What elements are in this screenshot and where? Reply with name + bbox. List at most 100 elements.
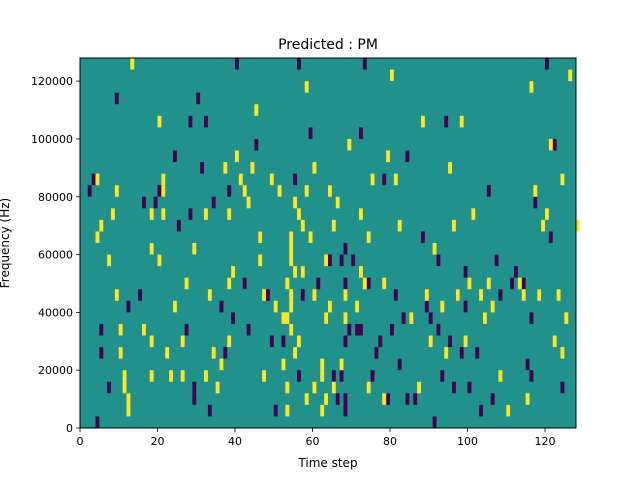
chart-title: Predicted : PM (278, 37, 378, 53)
heatmap-cell-low (196, 92, 201, 105)
heatmap-cell-high (506, 404, 511, 417)
heatmap-cell-low (293, 173, 298, 186)
heatmap-cell-low (235, 58, 239, 70)
heatmap-cell-high (227, 335, 232, 348)
heatmap-cell-low (355, 323, 360, 336)
heatmap-cell-high (521, 289, 526, 301)
heatmap-cell-high (432, 243, 437, 255)
y-tick-label: 120000 (31, 75, 73, 88)
heatmap-cell-high (149, 335, 154, 348)
heatmap-cell-high (448, 162, 453, 174)
heatmap-cell-low (390, 323, 394, 336)
heatmap-cell-low (153, 196, 158, 209)
heatmap-cell-high (231, 266, 236, 278)
heatmap-cell-low (331, 370, 336, 382)
heatmap-cell-high (517, 277, 522, 290)
heatmap-cell-high (184, 277, 189, 290)
heatmap-cell-high (541, 219, 546, 232)
heatmap-cell-high (463, 335, 468, 348)
heatmap-cell-high (479, 289, 484, 301)
heatmap-cell-low (204, 115, 208, 128)
heatmap-cell-low (405, 150, 410, 163)
heatmap-cell-low (207, 404, 212, 417)
heatmap-cell-low (475, 347, 480, 359)
heatmap-cell-high (529, 81, 534, 93)
x-axis-label: Time step (297, 456, 357, 470)
y-axis: 0 20000 40000 60000 80000 100000 120000 (31, 75, 80, 435)
heatmap-cell-high (169, 370, 174, 382)
heatmap-cell-low (188, 208, 193, 220)
heatmap-cell-high (122, 370, 127, 382)
heatmap-cell-high (552, 335, 557, 348)
heatmap-cell-low (413, 393, 418, 405)
heatmap-cell-high (459, 115, 464, 128)
heatmap-cell-low (436, 254, 441, 267)
heatmap-cell-high (347, 138, 352, 151)
heatmap-cell-low (397, 358, 402, 371)
heatmap-cell-high (142, 323, 146, 336)
heatmap-cell-high (304, 185, 309, 197)
heatmap-cell-high (277, 185, 282, 197)
heatmap-cell-high (455, 289, 460, 301)
heatmap-cell-low (343, 243, 348, 255)
heatmap-cell-low (362, 58, 367, 70)
heatmap-cell-high (114, 289, 119, 301)
x-tick-label: 80 (383, 435, 397, 448)
heatmap-cell-high (545, 208, 549, 220)
heatmap-cell-high (149, 243, 154, 255)
heatmap-cell-low (436, 323, 441, 336)
heatmap-cell-high (246, 196, 251, 209)
heatmap-cell-high (440, 300, 445, 313)
heatmap-cell-high (114, 185, 119, 197)
heatmap-cell-high (161, 185, 166, 197)
heatmap-cell-high (312, 162, 317, 174)
heatmap-cell-low (510, 277, 515, 290)
heatmap-cell-high (428, 335, 433, 348)
heatmap-cell-high (238, 173, 243, 186)
heatmap-cell-high (304, 393, 309, 405)
heatmap-cell-high (390, 69, 394, 82)
heatmap-cell-high (285, 312, 290, 324)
heatmap-cell-high (490, 300, 495, 313)
heatmap-cell-high (289, 243, 294, 255)
heatmap-cell-low (548, 231, 553, 243)
heatmap-cell-low (339, 370, 344, 382)
heatmap-cell-high (312, 289, 317, 301)
heatmap-cell-high (343, 312, 348, 324)
heatmap-cell-high (382, 277, 387, 290)
heatmap-cell-low (421, 231, 425, 243)
heatmap-cell-high (297, 335, 301, 348)
y-tick-label: 20000 (38, 364, 73, 377)
heatmap-cell-high (254, 104, 259, 116)
heatmap-cell-high (289, 231, 294, 243)
heatmap-cell-low (87, 185, 92, 197)
heatmap-cell-low (219, 300, 224, 313)
x-tick-label: 120 (535, 435, 556, 448)
heatmap-cell-high (293, 266, 298, 278)
heatmap-cell-low (444, 115, 449, 128)
heatmap-cell-high (331, 381, 336, 394)
heatmap-cell-low (486, 185, 491, 197)
heatmap-cell-high (421, 115, 425, 128)
heatmap-cell-high (281, 312, 286, 324)
heatmap-cell-high (285, 381, 290, 394)
heatmap-cell-low (521, 277, 526, 290)
heatmap-cell-high (149, 370, 154, 382)
x-tick-label: 60 (306, 435, 320, 448)
heatmap-cell-low (370, 370, 375, 382)
heatmap-cell-high (304, 81, 309, 93)
heatmap-cell-high (343, 289, 348, 301)
heatmap-cell-high (467, 277, 472, 290)
heatmap-cell-high (525, 393, 530, 405)
y-tick-label: 0 (66, 422, 73, 435)
heatmap-cell-high (564, 312, 569, 324)
heatmap-cell-high (285, 404, 290, 417)
heatmap-cell-high (95, 231, 100, 243)
heatmap-cell-low (266, 289, 270, 301)
heatmap-cell-low (99, 323, 104, 336)
heatmap-cell-low (343, 335, 348, 348)
heatmap-cell-low (223, 347, 228, 359)
heatmap-cell-high (452, 219, 456, 232)
y-axis-label: Frequency (Hz) (0, 198, 12, 289)
heatmap-cell-low (459, 347, 464, 359)
